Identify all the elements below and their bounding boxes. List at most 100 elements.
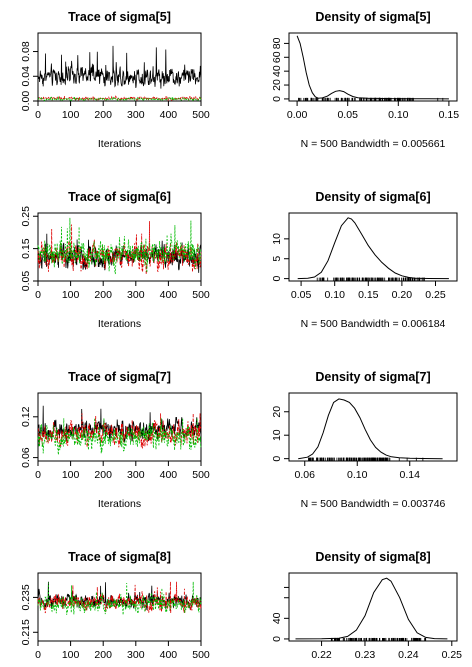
x-tick-label: 300 [127,109,145,121]
x-tick-label: 0.22 [311,649,332,661]
x-tick-label: 200 [94,649,112,661]
plot-frame [288,572,458,642]
x-tick-label: 400 [160,469,178,481]
plot-frame [288,392,458,462]
trace-series-line [37,413,202,449]
density-panel: Density of sigma[7] 0.06 0.10 0.14 0 10 20 N = … [271,370,458,510]
y-tick-label: 0.15 [20,238,32,259]
y-tick-label: 10 [271,233,283,245]
x-tick-label: 400 [160,109,178,121]
trace-series-line [37,217,202,275]
density-panel: Density of sigma[8] 0.22 0.23 0.24 0.25 0 40 [271,550,462,661]
x-tick-label: 0 [35,289,41,301]
x-tick-label: 0.05 [291,289,312,301]
trace-panel: Trace of sigma[8] 0 100 200 300 400 500 0.215 0.… [20,550,210,661]
y-tick-label: 20 [271,406,283,418]
x-tick-label: 500 [192,109,210,121]
trace-series-line [37,581,202,614]
x-axis-label: N = 500 Bandwidth = 0.003746 [301,498,446,510]
panel-title: Trace of sigma[5] [68,10,171,24]
x-tick-label: 0.10 [324,289,345,301]
x-tick-label: 100 [62,649,80,661]
x-tick-label: 100 [62,289,80,301]
x-tick-label: 0 [35,109,41,121]
density-panel: Density of sigma[5] 0.00 0.05 0.10 0.15 0 20 40… [271,10,459,150]
x-tick-label: 0.25 [442,649,463,661]
y-tick-label: 0.00 [20,91,32,112]
trace-panel: Trace of sigma[5] 0 100 200 300 400 500 0.00 0.0… [20,10,210,150]
y-tick-label: 0.12 [20,406,32,427]
x-tick-label: 500 [192,289,210,301]
x-tick-label: 0.10 [388,109,409,121]
y-tick-label: 20 [271,79,283,91]
x-tick-label: 200 [94,469,112,481]
x-axis-label: Iterations [98,318,141,330]
x-tick-label: 100 [62,469,80,481]
x-tick-label: 400 [160,649,178,661]
x-tick-label: 0.00 [287,109,308,121]
x-tick-label: 0.15 [439,109,460,121]
y-tick-label: 0.235 [20,584,32,610]
trace-series-line [37,96,202,102]
panel-title: Trace of sigma[8] [68,550,171,564]
x-tick-label: 0.24 [398,649,419,661]
trace-panel: Trace of sigma[6] 0 100 200 300 400 500 0.05 0.1… [20,190,210,330]
x-tick-label: 500 [192,649,210,661]
x-tick-label: 0.10 [347,469,368,481]
x-axis-label: N = 500 Bandwidth = 0.006184 [301,318,446,330]
y-tick-label: 0 [271,456,283,462]
y-tick-label: 80 [271,37,283,49]
trace-series-line [37,418,202,455]
x-tick-label: 300 [127,289,145,301]
trace-series-line [37,221,202,275]
y-tick-label: 0 [271,276,283,282]
x-tick-label: 0.06 [295,469,316,481]
x-tick-label: 0.15 [358,289,379,301]
x-axis-label: N = 500 Bandwidth = 0.005661 [301,138,446,150]
density-curve [295,577,448,640]
x-tick-label: 300 [127,469,145,481]
x-tick-label: 400 [160,289,178,301]
trace-panel: Trace of sigma[7] 0 100 200 300 400 500 0.06 0.1… [20,370,210,510]
plot-frame [288,32,458,102]
y-tick-label: 0.05 [20,271,32,292]
x-tick-label: 200 [94,109,112,121]
trace-series-line [37,581,202,615]
y-tick-label: 0.04 [20,66,32,87]
plot-frame [37,32,202,102]
y-tick-label: 5 [271,256,283,262]
panel-title: Density of sigma[6] [315,190,430,204]
panel-title: Density of sigma[7] [315,370,430,384]
x-tick-label: 0.23 [355,649,376,661]
density-curve [297,217,449,280]
x-tick-label: 0.20 [392,289,413,301]
y-tick-label: 40 [271,65,283,77]
x-tick-label: 0.14 [400,469,421,481]
y-tick-label: 40 [271,612,283,624]
x-tick-label: 0 [35,469,41,481]
x-tick-label: 300 [127,649,145,661]
x-tick-label: 100 [62,109,80,121]
y-tick-label: 0.25 [20,206,32,227]
x-axis-label: Iterations [98,138,141,150]
x-tick-label: 200 [94,289,112,301]
panel-title: Trace of sigma[6] [68,190,171,204]
y-tick-label: 10 [271,429,283,441]
x-tick-label: 500 [192,469,210,481]
y-tick-label: 60 [271,51,283,63]
y-tick-label: 0 [271,96,283,102]
y-tick-label: 0.06 [20,447,32,468]
x-tick-label: 0.05 [337,109,358,121]
x-tick-label: 0.25 [425,289,446,301]
panel-title: Trace of sigma[7] [68,370,171,384]
trace-series-line [37,45,202,89]
panel-title: Density of sigma[5] [315,10,430,24]
panel-title: Density of sigma[8] [315,550,430,564]
x-axis-label: Iterations [98,498,141,510]
density-curve [298,398,443,460]
y-tick-label: 0.08 [20,41,32,62]
y-tick-label: 0.215 [20,619,32,645]
plot-frame [288,212,458,282]
